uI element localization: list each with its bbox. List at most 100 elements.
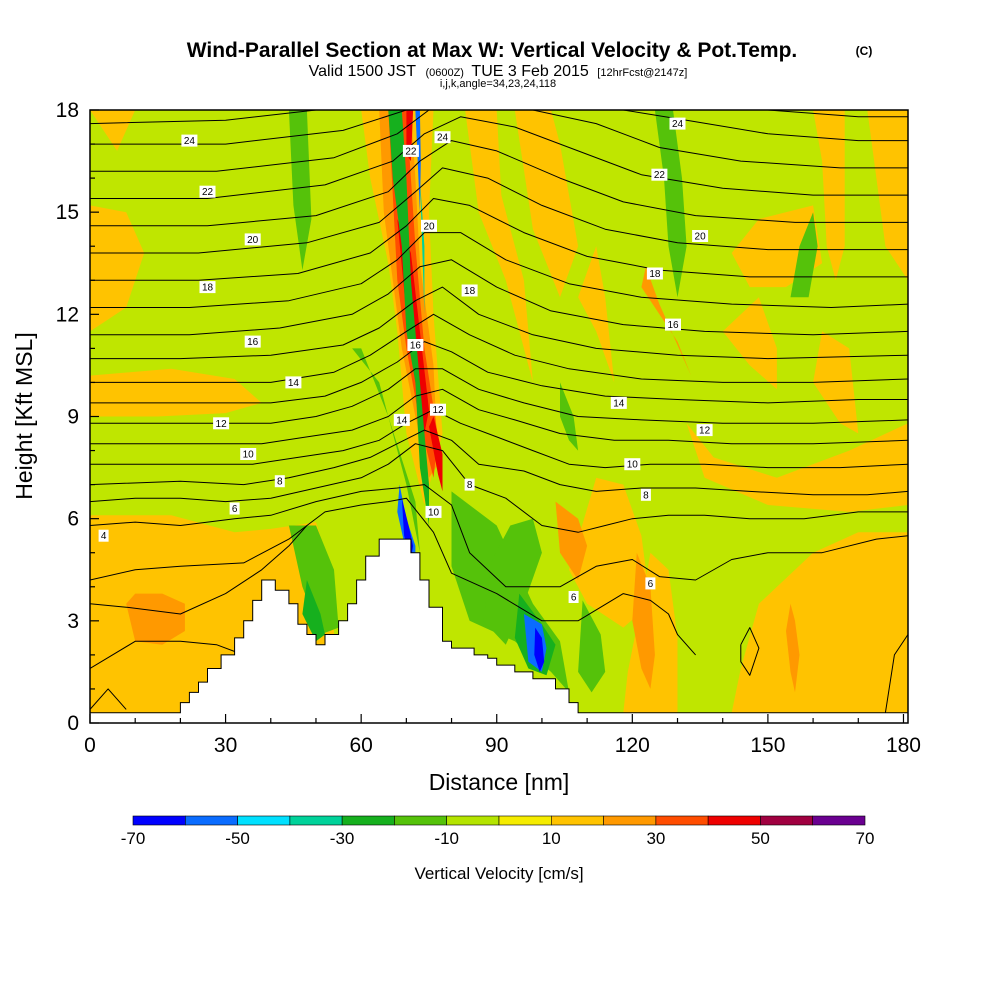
theta-label-bg-25 [665,318,681,331]
velocity-region-13 [731,532,908,713]
theta-label-bg-17 [430,403,446,416]
section-indices: i,j,k,angle=34,23,24,118 [440,78,556,90]
velocity-region-5 [578,246,615,383]
potential-temperature-contours [90,110,908,713]
colorbar-label-7: 70 [856,829,875,848]
colorbar-label-1: -50 [225,829,250,848]
y-tick-label-2: 6 [67,508,79,531]
colorbar-title: Vertical Velocity [cm/s] [414,864,583,883]
theta-contour-21 [90,110,407,145]
y-tick-label-6: 18 [56,99,79,122]
theta-label-29: 8 [643,490,649,501]
y-tick-label-1: 3 [67,610,79,633]
theta-label-24: 18 [649,269,661,280]
velocity-region-4 [465,110,533,383]
theta-label-bg-2 [244,233,261,246]
theta-label-bg-6 [213,417,230,430]
y-tick-label-5: 15 [56,201,79,224]
theta-label-bg-19 [464,478,475,491]
velocity-region-2 [90,205,145,332]
velocity-region-27 [288,110,312,271]
theta-contour-19 [90,110,430,172]
theta-label-8: 8 [277,477,283,488]
velocity-region-31 [483,518,542,645]
theta-contour-6 [90,429,908,496]
theta-label-27: 12 [699,426,711,437]
theta-label-bg-3 [199,281,216,294]
theta-label-1: 22 [202,187,214,198]
y-axis: 0 3 6 9 12 15 18 [56,99,99,735]
theta-label-12: 24 [437,133,449,144]
x-tick-label-2: 60 [349,734,372,757]
theta-label-21: 24 [672,119,684,130]
colorbar-label-4: 10 [542,829,561,848]
theta-label-10: 4 [101,531,107,542]
theta-label-bg-21 [669,117,686,130]
theta-contour-7 [90,409,908,469]
theta-label-bg-26 [610,396,627,409]
theta-label-2: 20 [247,235,259,246]
theta-contour-2 [90,525,308,615]
theta-contour-25 [740,627,760,676]
theta-label-bg-23 [692,230,709,242]
colorbar-labels: -70 -50 -30 -10 10 30 50 70 [121,829,875,848]
theta-label-6: 12 [216,419,228,430]
theta-contour-10 [90,341,908,404]
theta-label-26: 14 [613,398,625,409]
theta-contour-13 [90,259,908,336]
theta-label-22: 22 [654,170,666,181]
theta-label-bg-7 [240,448,257,460]
theta-label-bg-0 [181,134,198,147]
colorbar-swatch-8 [550,815,604,826]
x-tick-label-6: 180 [886,734,921,757]
theta-label-30: 6 [648,579,654,590]
colorbar-swatch-9 [603,815,657,826]
theta-label-15: 16 [410,341,422,352]
potential-temperature-labels: 24 22 20 18 16 14 12 10 8 6 4 22 24 20 18 16 14 12 10 8 6 24 2… [98,117,713,604]
theta-contour-23 [90,110,317,125]
y-tick-label-3: 9 [67,406,79,429]
x-tick-label-3: 90 [485,734,508,757]
velocity-region-12 [686,423,908,512]
colorbar-swatch-10 [655,815,709,826]
x-tick-label-4: 120 [615,734,650,757]
theta-label-25: 16 [667,320,679,331]
x-tick-label-5: 150 [750,734,785,757]
terrain-mask [90,538,908,723]
theta-contour-11 [90,313,908,383]
velocity-region-19 [555,501,588,580]
theta-contour-15 [90,198,908,281]
velocity-region-34 [654,110,687,298]
theta-label-bg-13 [421,219,437,232]
theta-label-bg-9 [229,502,240,515]
theta-label-14: 18 [464,286,476,297]
x-axis-title: Distance [nm] [429,769,570,795]
theta-label-bg-30 [645,577,656,590]
velocity-region-1 [90,368,262,417]
theta-label-bg-28 [624,458,641,471]
x-tick-label-1: 30 [214,734,237,757]
theta-label-bg-10 [98,529,109,542]
theta-label-bg-8 [274,475,285,488]
velocity-region-25 [429,416,443,492]
theta-contour-5 [90,443,908,533]
velocity-region-30 [288,525,339,635]
colorbar-label-3: -10 [434,829,459,848]
title-copyright-mark: (C) [856,44,873,58]
theta-contour-3 [90,497,696,656]
theta-label-17: 12 [432,405,444,416]
theta-label-bg-24 [646,267,663,280]
theta-label-7: 10 [243,450,255,461]
velocity-region-33 [560,382,579,451]
colorbar-swatch-4 [341,815,395,826]
theta-contour-17 [90,140,908,227]
theta-label-bg-14 [461,284,478,297]
chart-title: Wind-Parallel Section at Max W: Vertical… [187,39,798,62]
colorbar-swatch-11 [707,815,761,826]
colorbar-swatch-1 [185,815,238,826]
theta-contour-18 [90,116,908,199]
theta-contour-0 [90,688,127,710]
theta-label-bg-15 [407,339,424,351]
y-axis-title: Height [Kft MSL] [11,332,37,499]
